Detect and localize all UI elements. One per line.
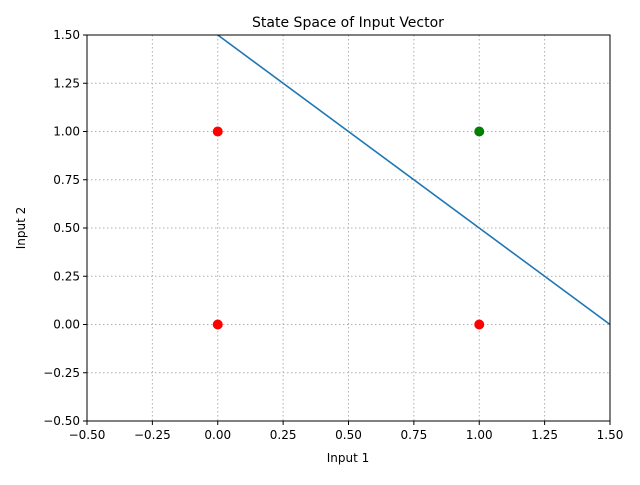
y-tick-label: −0.25 [43, 366, 80, 380]
x-tick-label: 0.50 [335, 428, 362, 442]
decision-line [217, 35, 610, 326]
y-tick-label: 1.00 [53, 125, 80, 139]
x-axis-label: Input 1 [327, 451, 370, 465]
data-point [212, 319, 223, 330]
x-tick-label: 0.75 [401, 428, 428, 442]
chart-title: State Space of Input Vector [252, 15, 444, 31]
y-tick-label: 0.50 [53, 221, 80, 235]
x-tick-label: 1.00 [466, 428, 493, 442]
x-tick-label: 1.25 [531, 428, 558, 442]
data-point [212, 126, 223, 137]
y-tick-label: −0.50 [43, 414, 80, 428]
y-tick-label: 1.50 [53, 28, 80, 42]
x-tick-label: −0.25 [134, 428, 171, 442]
x-tick-label: 0.00 [204, 428, 231, 442]
y-axis-ticks: −0.50 −0.25 0.00 0.25 0.50 0.75 1.00 1.25 1.50 [43, 28, 87, 428]
y-tick-label: 0.00 [53, 318, 80, 332]
y-axis-label: Input 2 [14, 207, 28, 250]
x-tick-label: −0.50 [69, 428, 106, 442]
x-tick-label: 0.25 [270, 428, 297, 442]
y-tick-label: 0.25 [53, 269, 80, 283]
y-tick-label: 1.25 [53, 76, 80, 90]
data-point [474, 319, 485, 330]
data-point [474, 126, 485, 137]
data-points [212, 126, 485, 330]
x-tick-label: 1.50 [597, 428, 624, 442]
x-axis-ticks: −0.50 −0.25 0.00 0.25 0.50 0.75 1.00 1.25 1.50 [69, 421, 624, 442]
y-tick-label: 0.75 [53, 173, 80, 187]
decision-boundary [217, 35, 610, 326]
